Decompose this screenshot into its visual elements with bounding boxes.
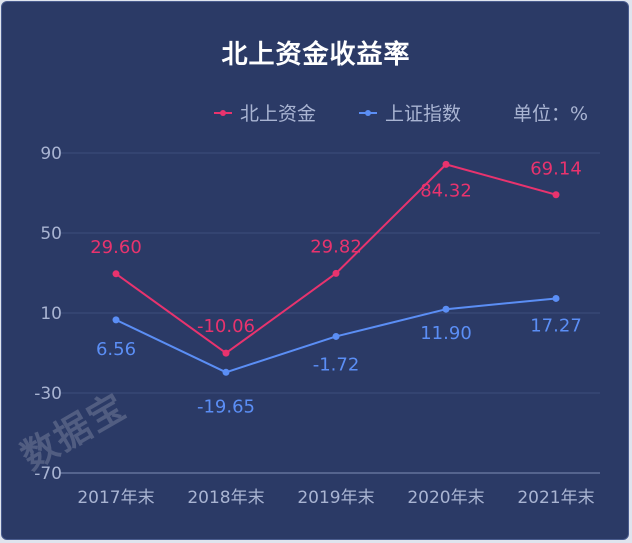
legend-item-series-1[interactable]: 上证指数 (359, 103, 461, 125)
x-tick-label: 2020年末 (407, 488, 484, 508)
x-tick-label: 2018年末 (187, 488, 264, 508)
data-label: 29.60 (90, 237, 142, 258)
x-tick-label: 2017年末 (77, 488, 154, 508)
y-tick-label: 50 (40, 224, 62, 244)
data-label: -19.65 (197, 396, 255, 417)
series-layer (112, 160, 560, 376)
data-labels-layer: 29.60 -10.06 29.82 84.32 69.14 6.56 -19.65 -1.7… (90, 159, 582, 418)
grid-lines (60, 152, 600, 474)
data-label: 84.32 (420, 180, 472, 201)
data-label: -1.72 (313, 354, 360, 375)
x-tick-label: 2019年末 (297, 488, 374, 508)
x-tick-label: 2021年末 (517, 488, 594, 508)
data-label: 6.56 (96, 339, 136, 360)
data-point[interactable] (332, 332, 340, 340)
chart-title: 北上资金收益率 (221, 40, 411, 70)
data-point[interactable] (222, 349, 230, 357)
chart-legend: 北上资金 上证指数 单位：% (214, 103, 588, 125)
data-point[interactable] (442, 160, 450, 168)
y-tick-label: 90 (40, 144, 62, 164)
series-line-0 (115, 163, 557, 355)
unit-label: 单位：% (513, 103, 588, 125)
x-axis: 2017年末 2018年末 2019年末 2020年末 2021年末 (77, 488, 594, 508)
y-tick-label: 10 (40, 304, 62, 324)
data-point[interactable] (552, 191, 560, 199)
data-point[interactable] (222, 368, 230, 376)
data-label: 11.90 (420, 323, 472, 344)
y-tick-label: -70 (34, 464, 62, 484)
data-point[interactable] (332, 269, 340, 277)
data-label: -10.06 (197, 316, 255, 337)
y-tick-label: -30 (34, 384, 62, 404)
data-point[interactable] (442, 305, 450, 313)
legend-label-series-1: 上证指数 (385, 103, 461, 125)
data-point[interactable] (112, 316, 120, 324)
data-point[interactable] (552, 294, 560, 302)
y-axis: 90 50 10 -30 -70 (34, 144, 62, 484)
legend-label-series-0: 北上资金 (240, 103, 316, 125)
data-label: 69.14 (530, 159, 582, 180)
legend-item-series-0[interactable]: 北上资金 (214, 103, 316, 125)
data-label: 29.82 (310, 236, 362, 257)
data-label: 17.27 (530, 315, 582, 336)
data-point[interactable] (112, 270, 120, 278)
